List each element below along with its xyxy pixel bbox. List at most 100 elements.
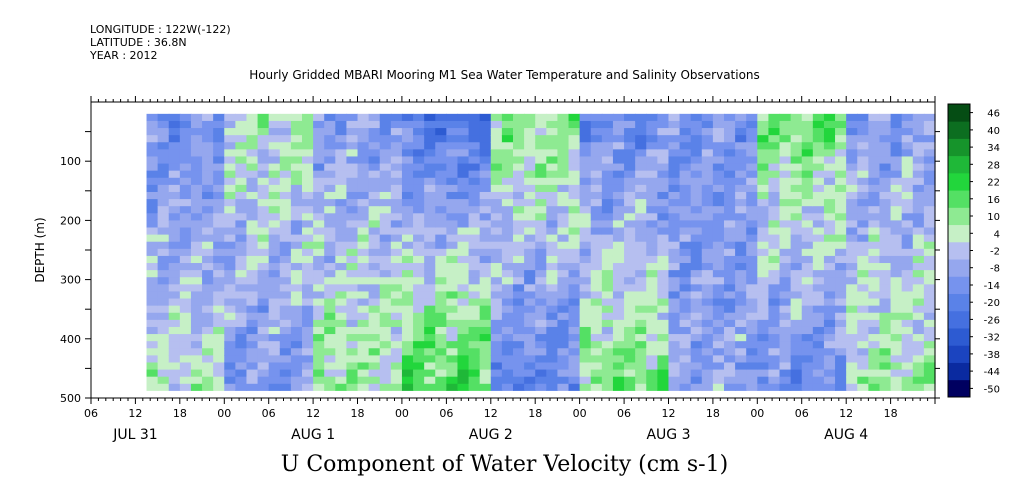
- heatmap-cell: [168, 326, 181, 335]
- heatmap-cell: [912, 334, 925, 342]
- heatmap-cell: [635, 334, 647, 342]
- heatmap-cell: [446, 341, 459, 349]
- heatmap-cell: [568, 319, 581, 328]
- heatmap-cell: [768, 191, 781, 200]
- heatmap-cell: [224, 362, 236, 371]
- heatmap-cell: [235, 284, 248, 293]
- heatmap-cell: [157, 227, 170, 236]
- heatmap-cell: [912, 305, 925, 314]
- heatmap-cell: [923, 341, 936, 349]
- heatmap-cell: [424, 113, 436, 122]
- heatmap-cell: [568, 128, 581, 136]
- heatmap-cell: [346, 234, 359, 243]
- heatmap-cell: [479, 305, 492, 314]
- heatmap-cell: [313, 326, 325, 335]
- heatmap-cell: [168, 135, 181, 143]
- heatmap-cell: [501, 277, 514, 285]
- heatmap-cell: [890, 149, 903, 158]
- x-tick-label: 06: [617, 407, 631, 420]
- heatmap-cell: [679, 149, 692, 158]
- heatmap-cell: [879, 277, 892, 285]
- heatmap-cell: [735, 362, 747, 371]
- heatmap-cell: [868, 128, 881, 136]
- heatmap-cell: [257, 355, 270, 364]
- heatmap-cell: [435, 255, 447, 264]
- heatmap-cell: [590, 326, 603, 335]
- heatmap-cell: [812, 163, 825, 172]
- heatmap-cell: [446, 362, 459, 371]
- heatmap-cell: [701, 128, 714, 136]
- heatmap-cell: [524, 255, 536, 264]
- heatmap-cell: [735, 348, 747, 356]
- heatmap-cell: [157, 135, 170, 143]
- heatmap-cell: [490, 206, 503, 214]
- heatmap-cell: [668, 177, 681, 186]
- heatmap-cell: [690, 248, 703, 257]
- heatmap-cell: [712, 277, 725, 285]
- heatmap-cell: [835, 305, 847, 314]
- heatmap-cell: [779, 213, 792, 221]
- heatmap-cell: [812, 284, 825, 293]
- heatmap-cell: [546, 277, 559, 285]
- heatmap-cell: [513, 341, 525, 349]
- heatmap-cell: [901, 383, 914, 391]
- heatmap-cell: [646, 184, 658, 193]
- heatmap-cell: [879, 135, 892, 143]
- heatmap-cell: [612, 284, 625, 293]
- y-tick-label: 500: [60, 392, 81, 405]
- heatmap-cell: [235, 227, 248, 236]
- heatmap-cell: [868, 248, 881, 257]
- heatmap-cell: [657, 199, 670, 207]
- heatmap-cell: [224, 170, 236, 179]
- heatmap-cell: [690, 199, 703, 207]
- heatmap-cell: [746, 284, 758, 293]
- heatmap-cell: [746, 220, 758, 229]
- heatmap-cell: [746, 298, 758, 307]
- heatmap-cell: [235, 270, 248, 278]
- heatmap-cell: [635, 149, 647, 158]
- heatmap-cell: [790, 213, 803, 221]
- heatmap-cell: [701, 191, 714, 200]
- heatmap-cell: [246, 291, 259, 300]
- heatmap-cell: [901, 270, 914, 278]
- heatmap-cell: [923, 305, 936, 314]
- heatmap-cell: [213, 284, 225, 293]
- heatmap-cell: [457, 270, 470, 278]
- heatmap-cell: [912, 369, 925, 378]
- heatmap-cell: [224, 128, 236, 136]
- heatmap-cell: [690, 319, 703, 328]
- heatmap-cell: [246, 362, 259, 371]
- heatmap-cell: [579, 305, 592, 314]
- heatmap-cell: [735, 156, 747, 165]
- heatmap-cell: [868, 312, 881, 321]
- heatmap-cell: [379, 177, 392, 186]
- heatmap-cell: [612, 113, 625, 122]
- heatmap-cell: [313, 348, 325, 356]
- heatmap-cell: [302, 142, 314, 150]
- heatmap-cell: [801, 234, 814, 243]
- heatmap-cell: [435, 199, 447, 207]
- heatmap-cell: [424, 199, 436, 207]
- heatmap-cell: [546, 383, 559, 391]
- heatmap-cell: [579, 277, 592, 285]
- heatmap-cell: [846, 234, 858, 243]
- heatmap-cell: [912, 184, 925, 193]
- heatmap-cell: [546, 312, 559, 321]
- heatmap-cell: [790, 142, 803, 150]
- heatmap-cell: [746, 227, 758, 236]
- heatmap-cell: [401, 334, 414, 342]
- heatmap-cell: [346, 149, 359, 158]
- heatmap-cell: [701, 177, 714, 186]
- heatmap-cell: [712, 355, 725, 364]
- heatmap-cell: [890, 248, 903, 257]
- heatmap-cell: [424, 305, 436, 314]
- heatmap-cell: [313, 213, 325, 221]
- heatmap-cell: [535, 341, 547, 349]
- heatmap-cell: [724, 348, 736, 356]
- heatmap-cell: [146, 255, 159, 264]
- heatmap-cell: [757, 277, 770, 285]
- heatmap-cell: [501, 142, 514, 150]
- heatmap-cell: [812, 312, 825, 321]
- heatmap-cell: [779, 199, 792, 207]
- heatmap-cell: [823, 319, 836, 328]
